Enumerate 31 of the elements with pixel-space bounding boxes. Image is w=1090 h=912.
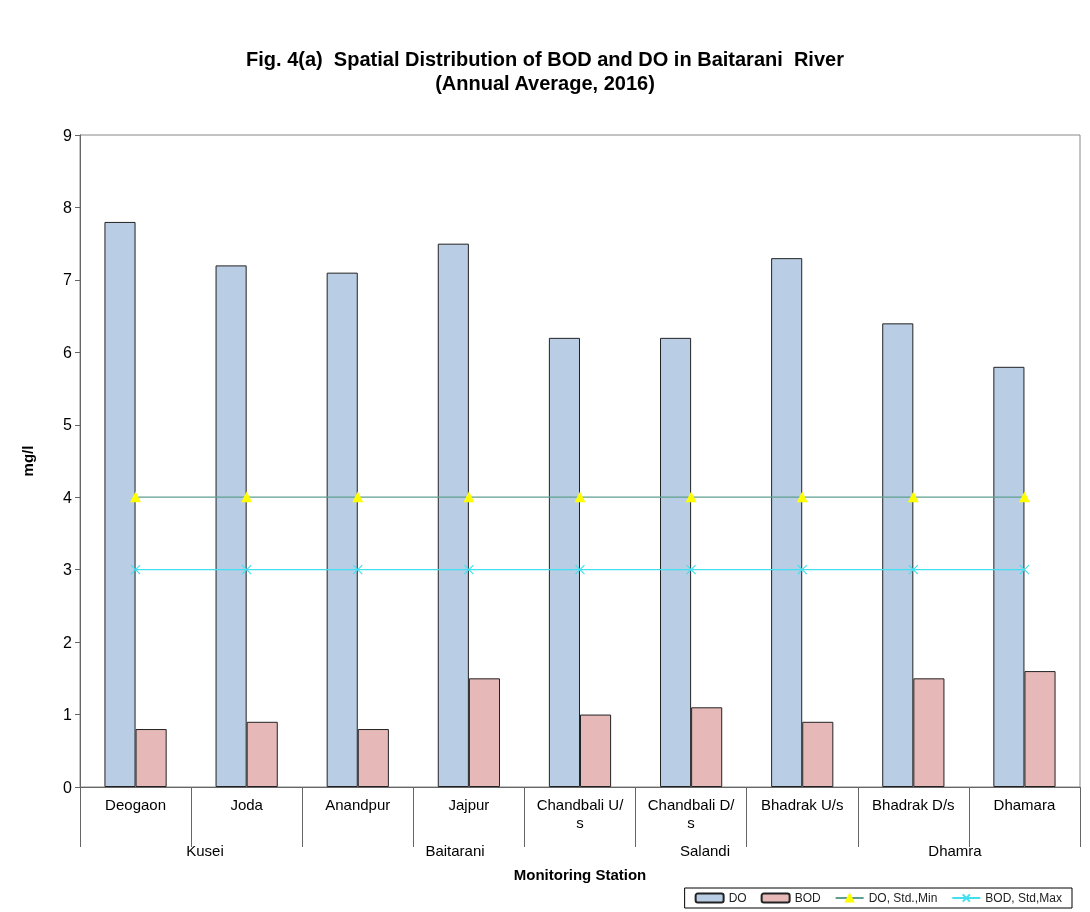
y-axis-title: mg/l: [19, 445, 36, 477]
x-tick-label: Jajpur: [448, 795, 490, 813]
x-tick-label: Bhadrak U/s: [760, 795, 844, 813]
legend-label: DO, Std.,Min: [868, 891, 938, 905]
legend-label: BOD, Std,Max: [985, 891, 1062, 905]
x-tick-label: Dhamara: [993, 795, 1056, 813]
text: Baitarani: [425, 841, 485, 859]
x-tick-label: Anandpur: [325, 795, 391, 813]
y-tick-label: 7: [63, 271, 73, 289]
legend-label: BOD: [794, 891, 821, 905]
x-tick-label: Chandbali D/s: [647, 795, 736, 831]
x-axis-title: Monitoring Station: [513, 866, 647, 883]
y-tick-label: 8: [63, 198, 73, 216]
x-tick-label: Joda: [230, 795, 264, 813]
x-tick-label: Deogaon: [105, 795, 166, 813]
x-tick-label: Chandbali U/s: [536, 795, 625, 831]
y-tick-label: 4: [63, 488, 73, 506]
chart-title: Fig. 4(a) Spatial Distribution of BOD and DO in Baitarani River: [246, 48, 845, 70]
legend-label: DO: [728, 891, 747, 905]
y-tick-label: 0: [63, 778, 73, 796]
chart-subtitle: (Annual Average, 2016): [435, 72, 655, 94]
text: Salandi: [679, 841, 731, 859]
y-tick-label: 2: [63, 633, 73, 651]
y-tick-label: 3: [63, 561, 73, 579]
text: Dhamra: [928, 841, 983, 859]
y-tick-label: 6: [63, 343, 73, 361]
x-tick-label: Bhadrak D/s: [872, 795, 955, 813]
text: Kusei: [186, 841, 224, 859]
y-tick-label: 9: [63, 126, 73, 144]
y-tick-label: 1: [63, 706, 73, 724]
y-tick-label: 5: [63, 416, 73, 434]
